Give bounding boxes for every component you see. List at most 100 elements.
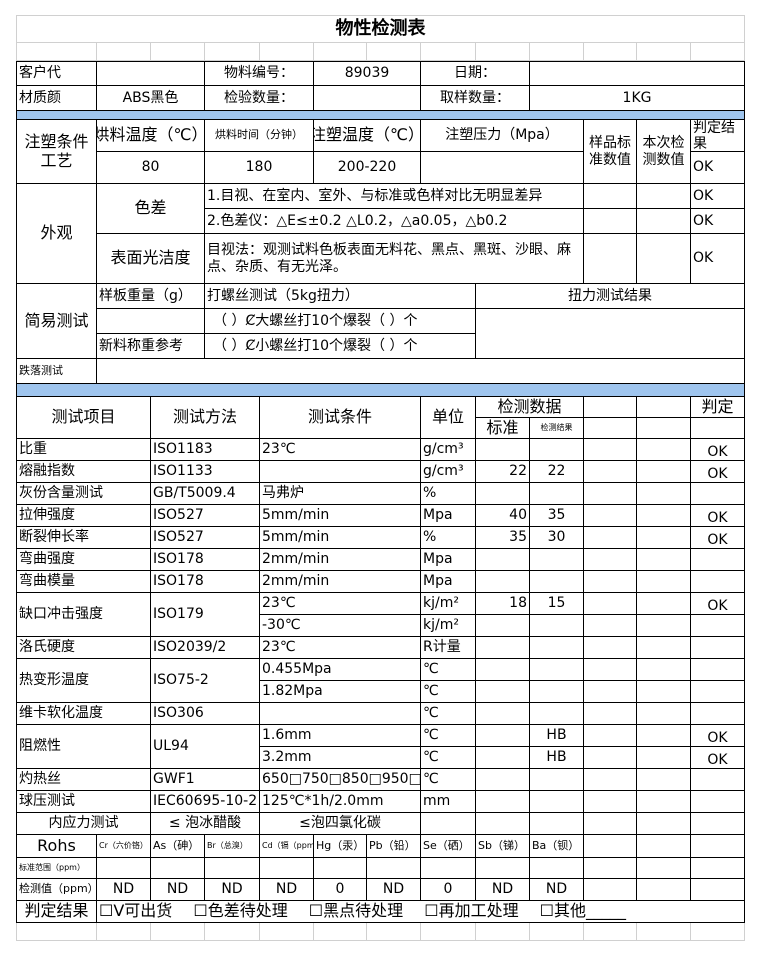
test-verdict[interactable]	[691, 571, 745, 593]
test-verdict[interactable]	[691, 659, 745, 681]
empty-cell[interactable]	[584, 769, 637, 791]
empty-cell[interactable]	[637, 439, 691, 461]
sample-qty-field[interactable]: 1KG	[530, 86, 745, 111]
empty-cell[interactable]	[691, 835, 745, 858]
rohs-measured-value[interactable]: 0	[421, 879, 476, 901]
color-diff-verdict-2[interactable]: OK	[691, 209, 745, 234]
empty-cell[interactable]	[637, 858, 691, 879]
empty-cell[interactable]	[584, 659, 637, 681]
test-standard[interactable]	[476, 637, 530, 659]
inspect-qty-field[interactable]	[314, 86, 421, 111]
rohs-measured-value[interactable]: ND	[476, 879, 530, 901]
empty-cell[interactable]	[637, 681, 691, 703]
empty-cell[interactable]	[637, 835, 691, 858]
empty-cell[interactable]	[584, 615, 637, 637]
rohs-measured-value[interactable]: ND	[367, 879, 421, 901]
rohs-standard-value[interactable]	[367, 858, 421, 879]
test-standard[interactable]: 35	[476, 527, 530, 549]
test-standard[interactable]	[476, 659, 530, 681]
empty-cell[interactable]	[637, 637, 691, 659]
empty-cell[interactable]	[584, 791, 637, 813]
empty-cell[interactable]	[637, 615, 691, 637]
test-result[interactable]	[530, 549, 584, 571]
dry-time-value[interactable]: 180	[205, 152, 314, 184]
empty-cell[interactable]	[584, 637, 637, 659]
test-result[interactable]: HB	[530, 725, 584, 747]
test-result[interactable]	[530, 703, 584, 725]
test-standard[interactable]	[476, 769, 530, 791]
customer-field[interactable]	[97, 61, 205, 86]
test-result[interactable]	[530, 439, 584, 461]
rohs-standard-value[interactable]	[205, 858, 260, 879]
test-verdict[interactable]: OK	[691, 593, 745, 615]
empty-cell[interactable]	[476, 813, 530, 835]
test-result[interactable]	[530, 769, 584, 791]
rohs-measured-value[interactable]: ND	[530, 879, 584, 901]
empty-cell[interactable]	[421, 813, 476, 835]
empty-cell[interactable]	[584, 549, 637, 571]
material-field[interactable]: ABS黑色	[97, 86, 205, 111]
test-standard[interactable]	[476, 703, 530, 725]
test-standard[interactable]	[476, 791, 530, 813]
molding-verdict[interactable]: OK	[691, 152, 745, 184]
test-standard[interactable]	[476, 681, 530, 703]
test-standard[interactable]: 40	[476, 505, 530, 527]
rohs-standard-value[interactable]	[260, 858, 314, 879]
empty-cell[interactable]	[637, 483, 691, 505]
empty-cell[interactable]	[584, 835, 637, 858]
empty-cell[interactable]	[584, 879, 637, 901]
empty-cell[interactable]	[584, 571, 637, 593]
empty-cell[interactable]	[637, 725, 691, 747]
empty-cell[interactable]	[584, 505, 637, 527]
rohs-measured-value[interactable]: ND	[205, 879, 260, 901]
empty-cell[interactable]	[637, 747, 691, 769]
test-verdict[interactable]	[691, 703, 745, 725]
color-diff-verdict-1[interactable]: OK	[691, 184, 745, 209]
surface-verdict[interactable]: OK	[691, 234, 745, 284]
test-result[interactable]	[530, 571, 584, 593]
test-standard[interactable]	[476, 571, 530, 593]
empty-cell[interactable]	[584, 681, 637, 703]
test-result[interactable]: 30	[530, 527, 584, 549]
cell[interactable]	[637, 184, 691, 209]
test-result[interactable]: 35	[530, 505, 584, 527]
rohs-standard-value[interactable]	[151, 858, 205, 879]
empty-cell[interactable]	[637, 549, 691, 571]
empty-cell[interactable]	[637, 571, 691, 593]
pressure-value[interactable]	[421, 152, 584, 184]
test-verdict[interactable]: OK	[691, 439, 745, 461]
test-verdict[interactable]	[691, 483, 745, 505]
empty-cell[interactable]	[691, 813, 745, 835]
empty-cell[interactable]	[637, 703, 691, 725]
cell[interactable]	[637, 234, 691, 284]
test-verdict[interactable]	[691, 637, 745, 659]
test-result[interactable]	[530, 483, 584, 505]
empty-cell[interactable]	[584, 747, 637, 769]
test-standard[interactable]	[476, 549, 530, 571]
test-result[interactable]: 22	[530, 461, 584, 483]
empty-cell[interactable]	[691, 858, 745, 879]
empty-cell[interactable]	[637, 659, 691, 681]
test-verdict[interactable]: OK	[691, 527, 745, 549]
empty-cell[interactable]	[637, 769, 691, 791]
rohs-measured-value[interactable]: 0	[314, 879, 367, 901]
test-verdict[interactable]	[691, 681, 745, 703]
rohs-standard-value[interactable]	[421, 858, 476, 879]
rohs-measured-value[interactable]: ND	[97, 879, 151, 901]
rohs-standard-value[interactable]	[476, 858, 530, 879]
empty-cell[interactable]	[584, 483, 637, 505]
empty-cell[interactable]	[584, 858, 637, 879]
empty-cell[interactable]	[584, 593, 637, 615]
rohs-standard-value[interactable]	[97, 858, 151, 879]
empty-cell[interactable]	[584, 725, 637, 747]
test-standard[interactable]: 18	[476, 593, 530, 615]
empty-cell[interactable]	[637, 527, 691, 549]
empty-cell[interactable]	[584, 439, 637, 461]
cell[interactable]	[637, 209, 691, 234]
test-verdict[interactable]: OK	[691, 725, 745, 747]
empty-cell[interactable]	[637, 461, 691, 483]
empty-cell[interactable]	[584, 527, 637, 549]
test-standard[interactable]: 22	[476, 461, 530, 483]
date-field[interactable]	[530, 61, 745, 86]
test-verdict[interactable]: OK	[691, 505, 745, 527]
